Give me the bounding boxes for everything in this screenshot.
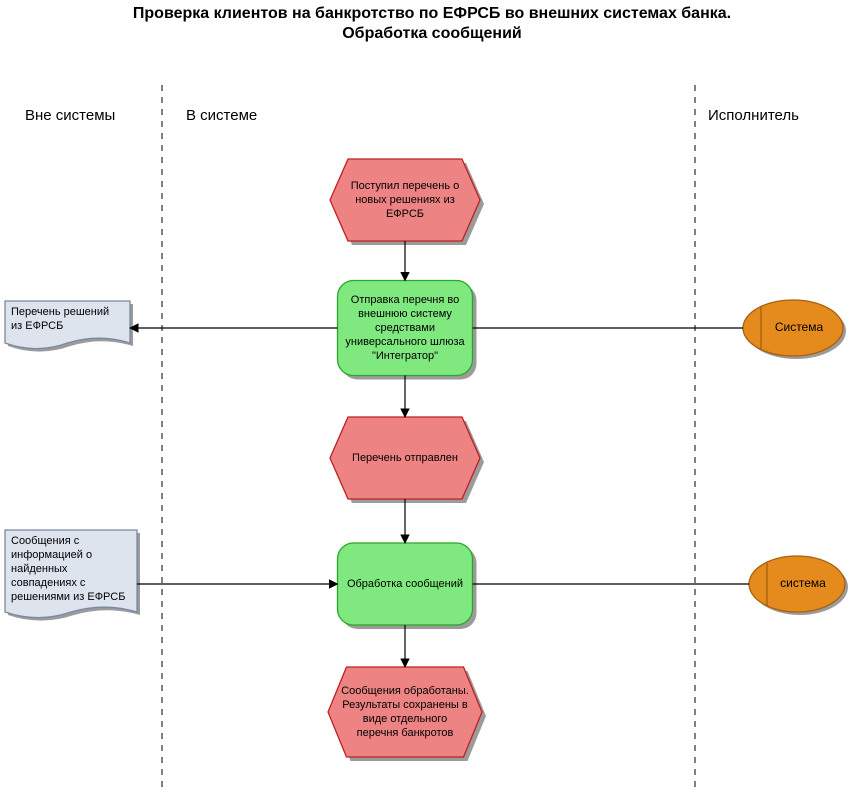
svg-text:"Интегратор": "Интегратор"	[372, 350, 438, 362]
svg-text:Перечень отправлен: Перечень отправлен	[352, 452, 458, 464]
node-proc2: Обработка сообщений	[338, 543, 477, 629]
svg-text:Обработка сообщений: Обработка сообщений	[347, 578, 463, 590]
svg-text:решениями из ЕФРСБ: решениями из ЕФРСБ	[11, 591, 125, 603]
svg-text:виде отдельного: виде отдельного	[363, 713, 448, 725]
node-proc1: Отправка перечня во внешнюю систему средст…	[338, 281, 477, 380]
svg-text:Сообщения с: Сообщения с	[11, 535, 80, 547]
svg-text:ЕФРСБ: ЕФРСБ	[386, 208, 424, 220]
node-ell1: Система	[743, 300, 846, 359]
svg-text:Перечень решений: Перечень решений	[11, 306, 109, 318]
lane-label-inside: В системе	[186, 107, 257, 124]
svg-text:найденных: найденных	[11, 563, 68, 575]
lane-label-executor: Исполнитель	[708, 107, 799, 124]
svg-text:Поступил перечень о: Поступил перечень о	[351, 180, 460, 192]
svg-text:новых решениях из: новых решениях из	[355, 194, 455, 206]
lane-label-outside: Вне системы	[25, 107, 115, 124]
node-hex1: Поступил перечень о новых решениях из ЕФРС…	[330, 159, 484, 245]
svg-text:Сообщения обработаны.: Сообщения обработаны.	[341, 685, 469, 697]
svg-text:перечня банкротов: перечня банкротов	[357, 727, 454, 739]
svg-text:совпадениях с: совпадениях с	[11, 577, 86, 589]
svg-text:из ЕФРСБ: из ЕФРСБ	[11, 320, 63, 332]
node-doc1: Перечень решений из ЕФРСБ	[5, 301, 133, 352]
svg-text:система: система	[780, 576, 826, 590]
shapes-layer: Поступил перечень о новых решениях из ЕФРС…	[5, 159, 848, 761]
svg-text:внешнюю систему: внешнюю систему	[358, 308, 452, 320]
page-title-line2: Обработка сообщений	[342, 25, 522, 42]
svg-text:универсального шлюза: универсального шлюза	[345, 336, 465, 348]
node-doc2: Сообщения с информацией о найденных совпаде…	[5, 530, 140, 621]
svg-text:информацией о: информацией о	[11, 549, 92, 561]
node-ell2: система	[749, 556, 848, 615]
node-hex2: Перечень отправлен	[330, 417, 484, 503]
svg-text:Результаты сохранены в: Результаты сохранены в	[342, 699, 468, 711]
svg-text:средствами: средствами	[375, 322, 435, 334]
node-hex3: Сообщения обработаны. Результаты сохранен…	[328, 667, 486, 761]
svg-text:Система: Система	[775, 320, 824, 334]
svg-text:Отправка перечня во: Отправка перечня во	[351, 294, 459, 306]
page-title-line1: Проверка клиентов на банкротство по ЕФРС…	[133, 5, 731, 22]
